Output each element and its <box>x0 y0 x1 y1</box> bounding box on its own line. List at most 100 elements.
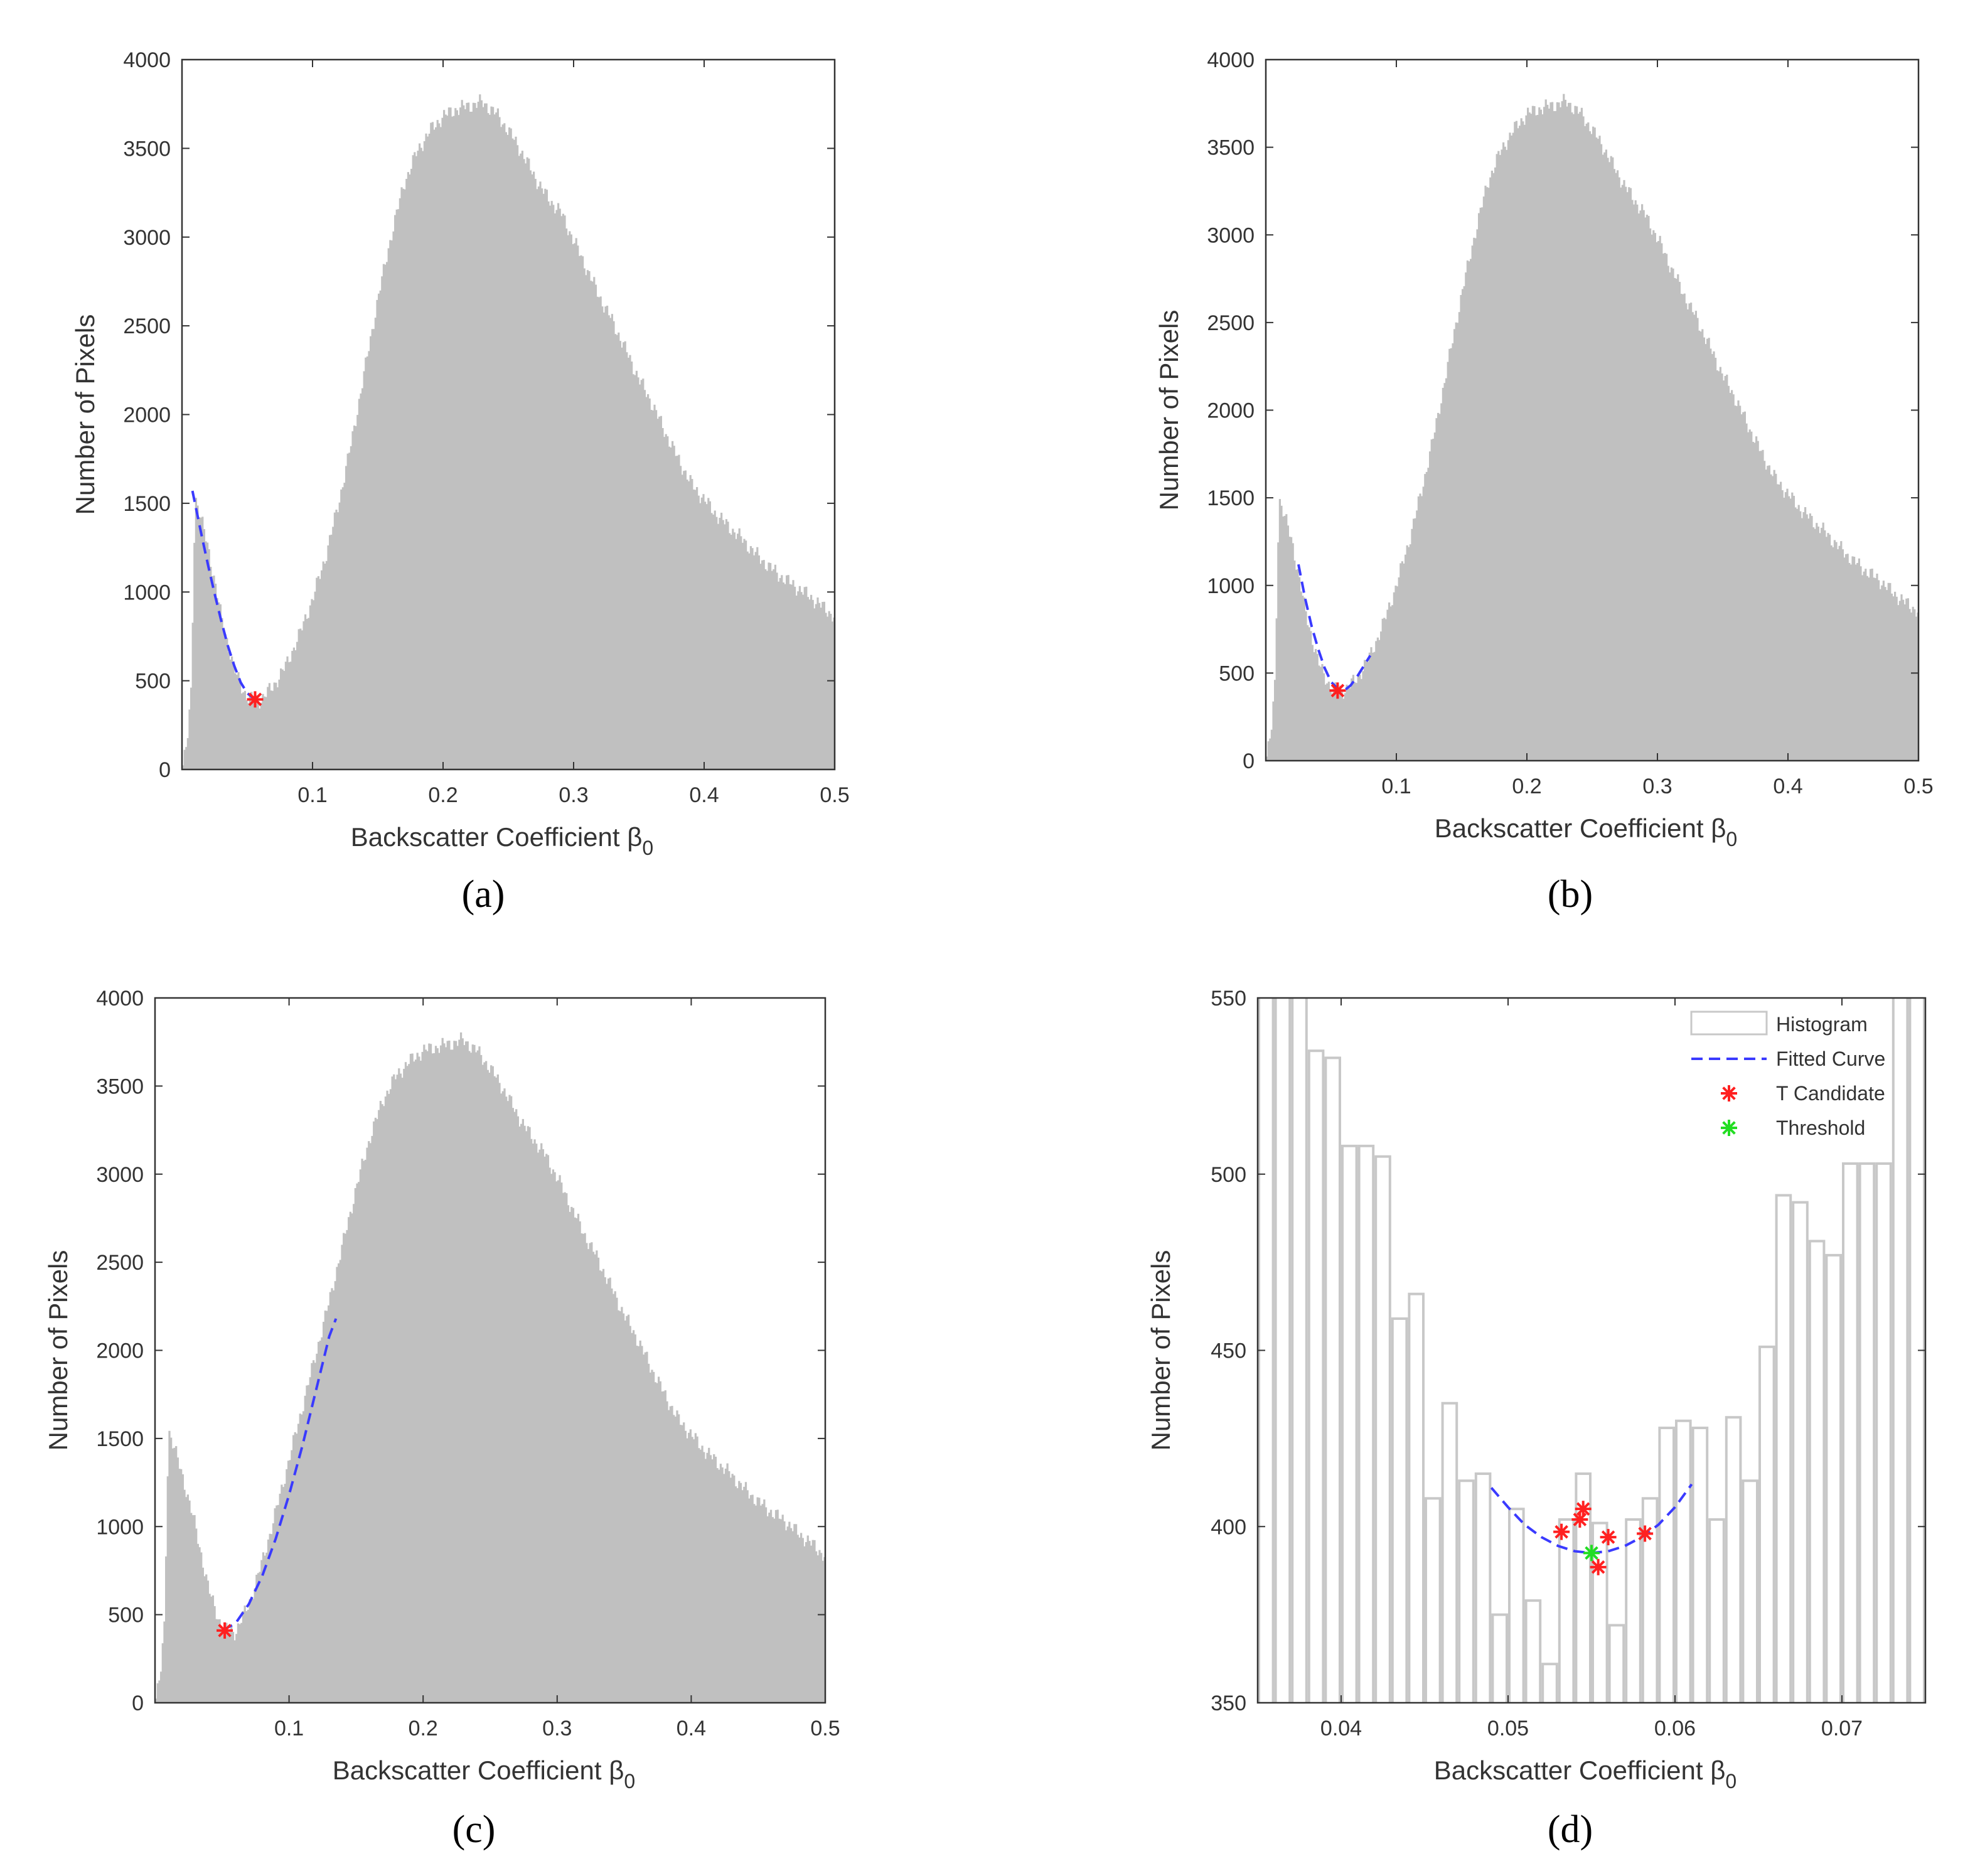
histogram-bar <box>783 1521 786 1703</box>
histogram-bar <box>1455 322 1457 761</box>
histogram-bar <box>185 747 188 769</box>
histogram-bar <box>240 1622 243 1703</box>
histogram-bar <box>776 1509 779 1703</box>
legend-item-label: Threshold <box>1776 1117 1865 1139</box>
legend-item-label: Fitted Curve <box>1776 1048 1885 1070</box>
histogram-bar <box>307 1385 310 1703</box>
histogram-bar <box>433 129 436 769</box>
histogram-bar <box>224 634 227 769</box>
histogram-bar <box>681 1425 683 1703</box>
histogram-bar <box>769 562 772 769</box>
histogram-bar <box>732 528 734 769</box>
x-tick-label: 0.4 <box>1773 775 1802 798</box>
histogram-bar <box>296 1434 298 1703</box>
histogram-bar <box>746 1490 749 1703</box>
histogram-bar <box>577 1213 580 1703</box>
histogram-bar <box>281 669 284 769</box>
histogram-bar <box>498 1083 501 1703</box>
y-tick-label: 1000 <box>96 1515 144 1539</box>
histogram-bar <box>476 1050 479 1703</box>
histogram-bar <box>289 662 292 769</box>
histogram-bar <box>764 569 767 769</box>
histogram-bar <box>1895 596 1898 761</box>
histogram-bar <box>701 1445 704 1703</box>
histogram-bar <box>1770 474 1772 761</box>
histogram-bar <box>1832 547 1834 761</box>
x-tick-label: 0.07 <box>1821 1717 1863 1740</box>
histogram-bar <box>1429 451 1431 761</box>
y-tick-label: 2000 <box>123 404 171 427</box>
histogram-bar <box>1743 411 1746 761</box>
histogram-bar <box>237 672 240 769</box>
histogram-bar <box>1910 612 1913 761</box>
histogram-bar <box>1433 432 1436 761</box>
histogram-bar <box>1636 204 1639 761</box>
histogram-bar <box>1487 188 1490 761</box>
histogram-bar <box>1788 496 1790 761</box>
histogram-bar <box>1690 303 1693 761</box>
histogram-bar <box>596 296 599 769</box>
histogram-bar <box>346 1230 348 1703</box>
histogram-bar <box>614 1291 616 1703</box>
histogram-bar <box>663 437 666 769</box>
histogram-bar <box>586 1243 588 1703</box>
histogram-bar <box>725 519 727 769</box>
histogram-bar <box>683 1422 685 1703</box>
histogram-bar <box>679 1425 682 1703</box>
histogram-bar <box>550 201 553 769</box>
histogram-bar <box>508 1095 511 1703</box>
histogram-bar <box>1419 493 1421 761</box>
histogram-bar <box>1753 442 1756 761</box>
histogram-bar <box>1734 405 1737 761</box>
histogram-bar <box>277 1504 280 1703</box>
histogram-bar <box>787 575 789 769</box>
histogram-bar <box>1625 1518 1642 1703</box>
histogram-bar <box>575 1218 578 1703</box>
histogram-bar <box>656 419 659 769</box>
histogram-bar <box>1282 516 1285 761</box>
histogram-bar <box>1715 358 1717 761</box>
histogram-bar <box>712 514 715 769</box>
histogram-bar <box>341 1245 343 1703</box>
histogram-bar <box>1595 137 1598 761</box>
histogram-bar <box>1892 596 1895 761</box>
histogram-bar <box>1368 652 1371 761</box>
histogram-bar <box>811 1540 814 1703</box>
histogram-bar <box>1905 598 1908 761</box>
histogram-bar <box>386 262 388 769</box>
histogram-bar <box>1861 575 1864 761</box>
histogram-bar <box>1324 1056 1341 1703</box>
histogram-bar <box>384 264 387 769</box>
histogram-bar <box>720 512 723 769</box>
y-tick-label: 2000 <box>1207 399 1255 423</box>
histogram-bar <box>389 240 392 769</box>
histogram-bar <box>1572 114 1575 761</box>
histogram-bar <box>1388 602 1391 761</box>
histogram-bar <box>1425 471 1428 761</box>
histogram-bar <box>549 1167 551 1703</box>
histogram-bar <box>1915 616 1917 761</box>
histogram-bar <box>764 1507 768 1703</box>
histogram-bar <box>821 601 824 769</box>
histogram-bar <box>521 151 523 769</box>
histogram-bar <box>1742 412 1745 761</box>
plot-area <box>155 1032 825 1703</box>
histogram-bar <box>314 591 316 769</box>
histogram-bar <box>1452 343 1454 761</box>
histogram-bar <box>282 1487 285 1703</box>
histogram-bar <box>663 1391 665 1703</box>
histogram-bar <box>221 618 223 769</box>
histogram-bar <box>449 107 452 769</box>
histogram-bar <box>365 357 367 769</box>
histogram-bar <box>1781 490 1784 761</box>
histogram-bar <box>444 1047 447 1703</box>
histogram-bar <box>345 466 348 769</box>
histogram-bar <box>1898 601 1901 761</box>
t-candidate-marker <box>1637 1525 1654 1542</box>
histogram-bar <box>515 1109 518 1703</box>
histogram-bar <box>444 114 447 769</box>
plot-area <box>182 94 835 769</box>
histogram-bar <box>503 123 506 769</box>
histogram-bar <box>243 1605 246 1703</box>
histogram-bar <box>1863 571 1865 761</box>
